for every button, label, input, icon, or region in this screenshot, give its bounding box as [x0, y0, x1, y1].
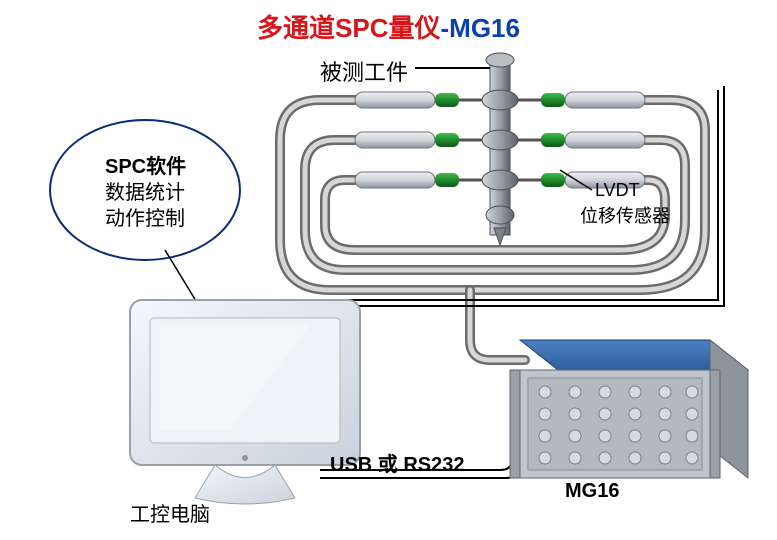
- label-mg16: MG16: [565, 480, 619, 503]
- label-lvdt-2: 位移传感器: [580, 202, 670, 228]
- label-spc-3: 动作控制: [105, 202, 185, 231]
- workpiece-shaft: [482, 53, 518, 245]
- label-workpiece: 被测工件: [320, 55, 408, 87]
- label-spc-1: SPC软件: [105, 150, 186, 179]
- label-spc-2: 数据统计: [105, 176, 185, 205]
- label-pc: 工控电脑: [130, 498, 210, 527]
- label-lvdt-1: LVDT: [595, 180, 640, 201]
- label-usb: USB 或 RS232: [330, 448, 465, 477]
- pc-monitor: [130, 300, 360, 504]
- mg16-unit: [510, 340, 748, 478]
